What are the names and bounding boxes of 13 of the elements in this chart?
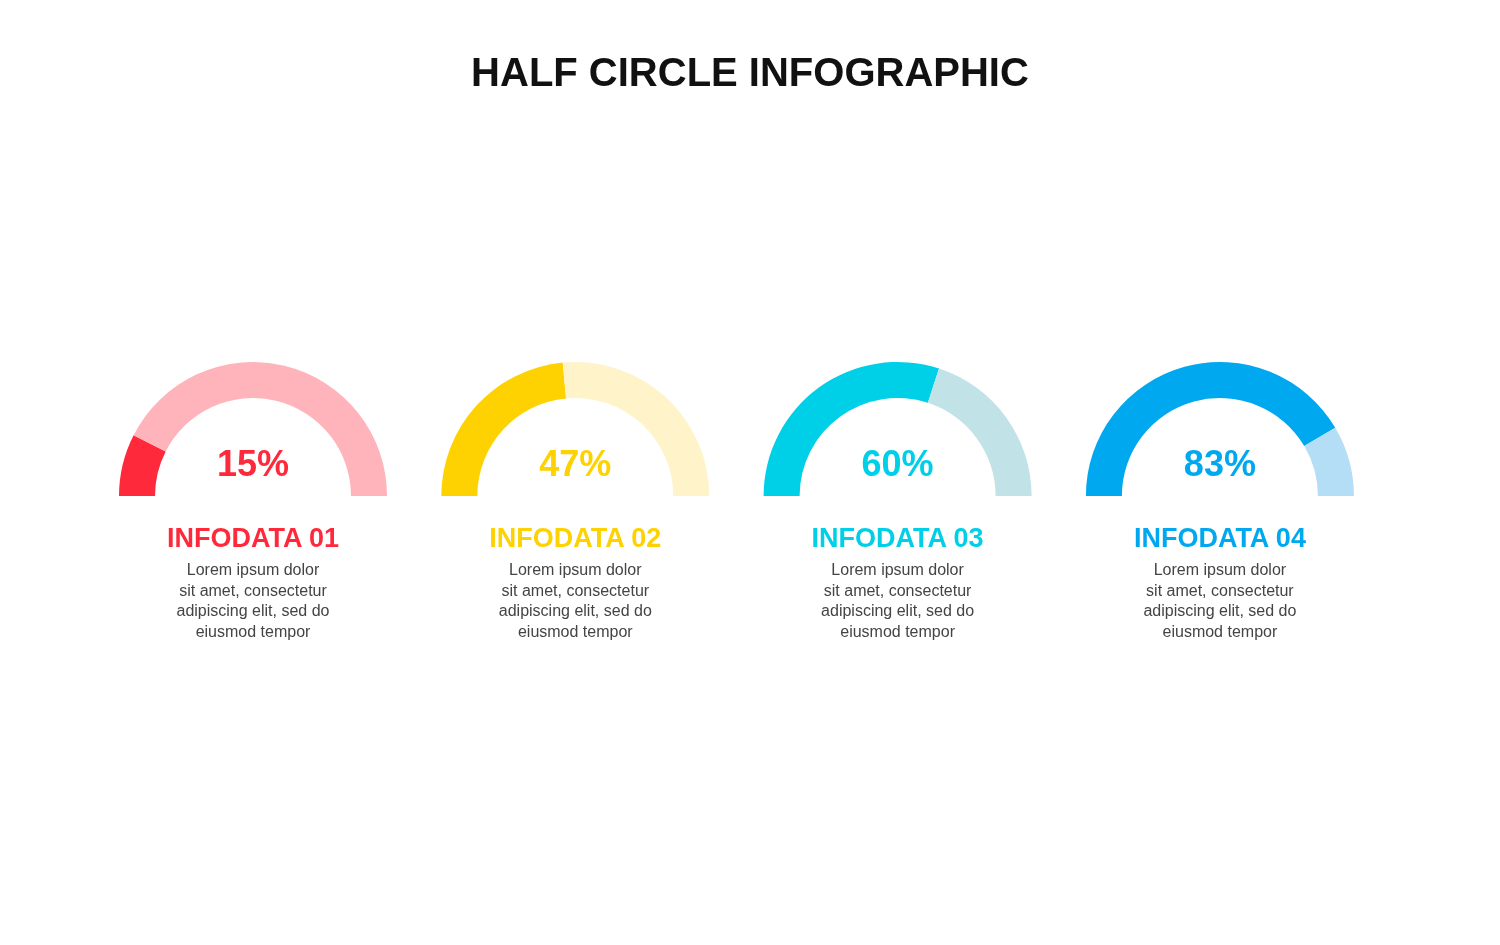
text: Lorem ipsum dolor sit amet, consectetur adipiscing elit, sed do eiusmod tempor	[821, 561, 975, 640]
text: 47%	[539, 443, 612, 484]
text: Lorem ipsum dolor sit amet, consectetur adipiscing elit, sed do eiusmod tempor	[176, 561, 330, 640]
text: 15%	[216, 443, 290, 484]
text: Lorem ipsum dolor sit amet, consectetur adipiscing elit, sed do eiusmod tempor	[1143, 561, 1297, 640]
text: INFODATA 04	[1133, 523, 1306, 553]
text: 60%	[861, 443, 934, 484]
text: INFODATA 01	[166, 523, 340, 553]
text: 83%	[1183, 443, 1256, 484]
text: INFODATA 03	[811, 523, 984, 553]
text: INFODATA 02	[489, 523, 662, 553]
text: Lorem ipsum dolor sit amet, consectetur adipiscing elit, sed do eiusmod tempor	[498, 561, 652, 640]
text: HALF CIRCLE INFOGRAPHIC	[471, 50, 1029, 94]
